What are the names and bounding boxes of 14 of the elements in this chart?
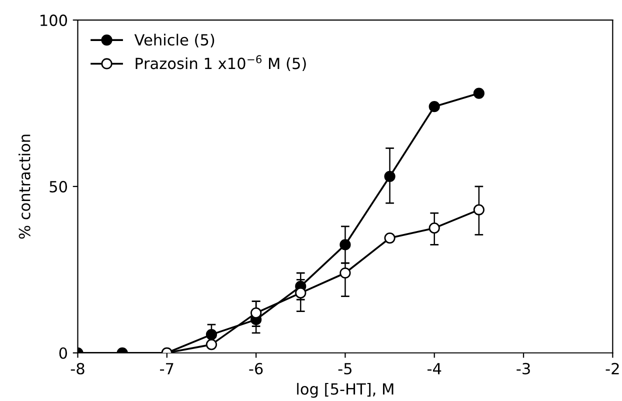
y-tick-label: 100	[40, 14, 68, 26]
y-tick-label: 50	[50, 180, 68, 192]
x-tick-label: -2	[606, 362, 619, 374]
y-tick-label: 0	[59, 347, 68, 359]
x-tick-label: -4	[427, 363, 442, 374]
x-tick-label: -5	[338, 363, 352, 374]
x-tick-label: -7	[160, 363, 174, 374]
legend-label: Prazosin 1 x10$^{−6}$ M (5)	[136, 55, 306, 71]
legend-label: Vehicle (5)	[134, 34, 214, 48]
x-tick-label: -8	[70, 362, 84, 374]
x-tick-label: -3	[516, 362, 530, 374]
x-axis-title: log [5-HT], M	[297, 382, 394, 398]
y-axis-title: % contraction	[18, 134, 30, 239]
x-tick-label: -6	[249, 362, 263, 374]
